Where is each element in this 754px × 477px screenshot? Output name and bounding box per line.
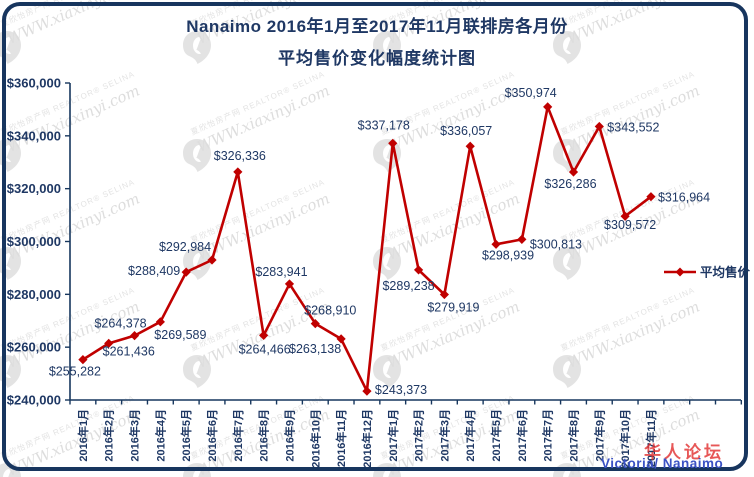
- data-point-label: $269,589: [154, 328, 206, 342]
- data-point-marker: [517, 234, 527, 244]
- data-point-label: $309,572: [604, 218, 656, 232]
- x-axis-label: 2016年9月: [282, 409, 296, 462]
- data-point-label: $343,552: [607, 120, 659, 134]
- x-axis-label: 2016年2月: [102, 409, 116, 462]
- data-point-marker: [310, 319, 320, 329]
- chart-title-line2: 平均售价变化幅度统计图: [278, 49, 476, 68]
- x-axis-label: 2016年11月: [334, 409, 348, 467]
- x-axis-label: 2017年7月: [541, 409, 555, 462]
- data-point-label: $264,378: [94, 317, 146, 331]
- data-point-label: $255,282: [49, 365, 101, 379]
- data-point-label: $316,964: [658, 191, 710, 205]
- x-axis-label: 2017年3月: [437, 409, 451, 462]
- data-point-marker: [284, 279, 295, 289]
- x-axis-label: 2017年9月: [592, 409, 606, 462]
- chart-title-block: Nanaimo 2016年1月至2017年11月联排房各月份 平均售价变化幅度统…: [0, 12, 754, 69]
- data-point-label: $279,919: [427, 301, 479, 315]
- x-axis-label: 2017年2月: [412, 409, 426, 462]
- data-point-marker: [594, 121, 604, 132]
- data-point-marker: [620, 211, 630, 221]
- x-axis-label: 2017年1月: [386, 409, 400, 462]
- data-point-marker: [181, 267, 191, 277]
- x-axis-label: 2016年4月: [153, 409, 167, 462]
- data-point-marker: [233, 167, 243, 177]
- data-point-label: $300,813: [530, 237, 582, 251]
- y-axis-label: $320,000: [7, 181, 61, 196]
- x-axis-label: 2017年6月: [515, 409, 529, 462]
- data-point-marker: [207, 255, 217, 265]
- x-axis-label: 2017年5月: [489, 409, 503, 462]
- data-point-marker: [646, 192, 656, 202]
- data-point-marker: [413, 265, 424, 275]
- data-point-label: $298,939: [482, 248, 534, 262]
- x-axis-label: 2016年8月: [257, 409, 271, 462]
- data-point-label: $336,057: [440, 124, 492, 138]
- data-point-label: $289,238: [382, 279, 434, 293]
- y-axis-label: $340,000: [7, 128, 61, 143]
- legend-marker-icon: [675, 267, 685, 277]
- data-point-marker: [388, 138, 398, 148]
- chart-title-line1: Nanaimo 2016年1月至2017年11月联排房各月份: [186, 17, 568, 36]
- data-point-marker: [104, 338, 114, 348]
- x-axis-label: 2016年12月: [360, 409, 374, 468]
- x-axis-label: 2016年5月: [179, 409, 193, 462]
- legend-label: 平均售价: [700, 265, 751, 280]
- data-point-marker: [129, 331, 140, 341]
- forum-watermark-text: 华人论坛: [644, 443, 724, 462]
- y-axis-label: $240,000: [7, 393, 61, 408]
- x-axis-label: 2016年6月: [205, 409, 219, 462]
- data-point-marker: [362, 386, 372, 396]
- y-axis-label: $280,000: [7, 287, 61, 302]
- data-point-marker: [336, 334, 346, 344]
- y-axis-label: $260,000: [7, 340, 61, 355]
- data-point-label: $243,373: [375, 383, 427, 397]
- x-axis-label: 2016年1月: [76, 409, 90, 462]
- data-point-label: $326,336: [214, 149, 266, 163]
- x-axis-label: 2016年3月: [128, 409, 142, 462]
- data-point-marker: [78, 355, 88, 365]
- data-point-marker: [259, 330, 269, 340]
- data-point-marker: [543, 102, 553, 112]
- region-watermark-text: Victoria/ Nanaimo: [601, 456, 724, 471]
- data-point-label: $288,409: [128, 264, 180, 278]
- data-point-label: $283,941: [255, 265, 307, 279]
- data-point-marker: [465, 141, 475, 151]
- data-point-marker: [491, 239, 501, 249]
- data-point-marker: [439, 289, 449, 300]
- y-axis-label: $300,000: [7, 234, 61, 249]
- y-axis-label: $360,000: [7, 76, 61, 91]
- data-point-label: $326,286: [544, 177, 596, 191]
- x-axis-label: 2017年10月: [618, 409, 632, 468]
- data-point-marker: [155, 317, 165, 327]
- data-point-label: $261,436: [103, 344, 155, 358]
- data-point-label: $350,974: [505, 86, 557, 100]
- x-axis-label: 2017年11月: [644, 409, 658, 467]
- x-axis-label: 2017年8月: [566, 409, 580, 462]
- data-point-label: $263,138: [289, 342, 341, 356]
- data-point-label: $292,984: [159, 240, 211, 254]
- x-axis-label: 2016年10月: [308, 409, 322, 468]
- data-point-label: $264,466: [239, 342, 291, 356]
- data-point-label: $337,178: [358, 118, 410, 132]
- data-point-label: $268,910: [304, 304, 356, 318]
- x-axis-label: 2016年7月: [231, 409, 245, 462]
- x-axis-label: 2017年4月: [463, 409, 477, 462]
